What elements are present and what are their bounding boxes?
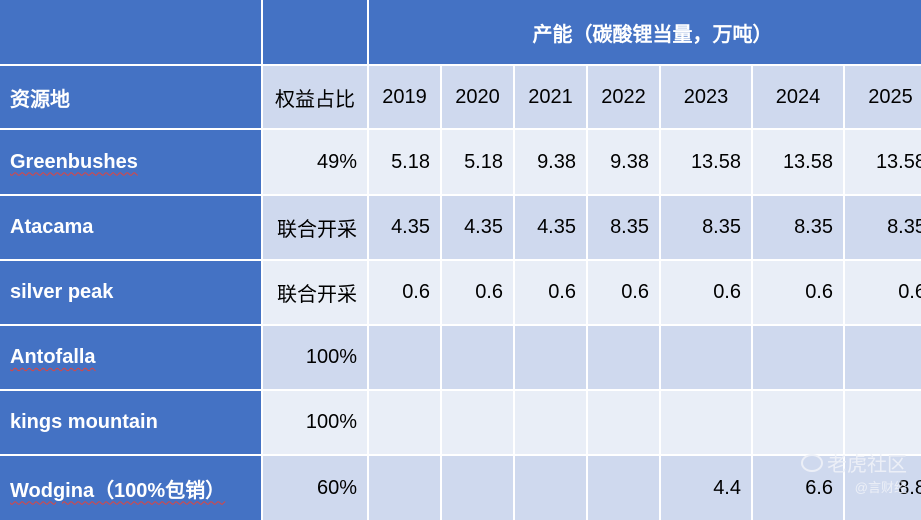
row-label-text: silver peak: [10, 281, 114, 303]
row-label-text: kings mountain: [10, 411, 158, 433]
value-cell: 4.4: [661, 456, 751, 520]
value-cell: [845, 391, 921, 454]
year-header: 2022: [588, 66, 659, 128]
row-label: kings mountain: [0, 391, 261, 454]
value-cell: 8.35: [588, 196, 659, 259]
value-cell: 0.6: [845, 261, 921, 324]
value-cell: 5.18: [442, 130, 513, 194]
row-label: silver peak: [0, 261, 261, 324]
value-cell: 4.35: [515, 196, 586, 259]
value-cell: 13.58: [845, 130, 921, 194]
equity-cell: 联合开采: [263, 261, 367, 324]
value-cell: 8.35: [753, 196, 843, 259]
value-cell: [515, 391, 586, 454]
value-cell: 0.6: [369, 261, 440, 324]
equity-cell: 49%: [263, 130, 367, 194]
value-cell: [753, 326, 843, 389]
capacity-header: 产能（碳酸锂当量，万吨）: [369, 0, 921, 64]
value-cell: [661, 391, 751, 454]
value-cell: [442, 456, 513, 520]
value-cell: 0.6: [661, 261, 751, 324]
year-header: 2025: [845, 66, 921, 128]
value-cell: 4.35: [369, 196, 440, 259]
value-cell: [588, 456, 659, 520]
value-cell: 9.38: [588, 130, 659, 194]
value-cell: 8.35: [661, 196, 751, 259]
value-cell: [369, 326, 440, 389]
value-cell: 0.6: [753, 261, 843, 324]
value-cell: [661, 326, 751, 389]
resource-column-header: 资源地: [0, 66, 261, 128]
value-cell: [753, 391, 843, 454]
value-cell: 5.18: [369, 130, 440, 194]
value-cell: [588, 391, 659, 454]
value-cell: 13.58: [753, 130, 843, 194]
row-label: Atacama: [0, 196, 261, 259]
row-label-text: Atacama: [10, 216, 94, 238]
value-cell: 6.6: [753, 456, 843, 520]
value-cell: [515, 326, 586, 389]
value-cell: [369, 391, 440, 454]
row-label: Wodgina（100%包销）: [0, 456, 261, 520]
row-label-text: Wodgina（100%包销）: [10, 479, 226, 502]
value-cell: [442, 326, 513, 389]
value-cell: 9.38: [515, 130, 586, 194]
equity-column-header: 权益占比: [263, 66, 367, 128]
value-cell: [588, 326, 659, 389]
year-header: 2023: [661, 66, 751, 128]
value-cell: 8.35: [845, 196, 921, 259]
value-cell: 8.8: [845, 456, 921, 520]
value-cell: 0.6: [515, 261, 586, 324]
year-header: 2021: [515, 66, 586, 128]
value-cell: 13.58: [661, 130, 751, 194]
header-corner-resource: [0, 0, 261, 64]
value-cell: [845, 326, 921, 389]
value-cell: [515, 456, 586, 520]
row-label: Greenbushes: [0, 130, 261, 194]
value-cell: 4.35: [442, 196, 513, 259]
year-header: 2020: [442, 66, 513, 128]
equity-cell: 60%: [263, 456, 367, 520]
equity-cell: 联合开采: [263, 196, 367, 259]
row-label-text: Antofalla: [10, 346, 96, 368]
equity-cell: 100%: [263, 391, 367, 454]
value-cell: [442, 391, 513, 454]
row-label-text: Greenbushes: [10, 150, 138, 173]
header-corner-equity: [263, 0, 367, 64]
value-cell: [369, 456, 440, 520]
row-label: Antofalla: [0, 326, 261, 389]
value-cell: 0.6: [588, 261, 659, 324]
equity-cell: 100%: [263, 326, 367, 389]
year-header: 2019: [369, 66, 440, 128]
value-cell: 0.6: [442, 261, 513, 324]
year-header: 2024: [753, 66, 843, 128]
